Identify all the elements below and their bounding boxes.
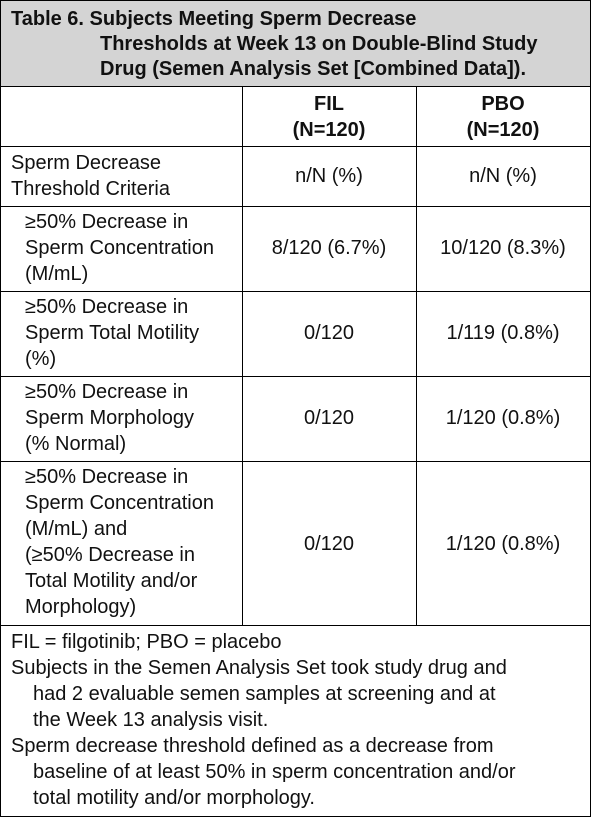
- row-label-line: ≥50% Decrease in: [25, 466, 189, 488]
- row-divider: [1, 625, 590, 626]
- column-divider: [416, 87, 417, 625]
- row-label-line: (M/mL): [25, 263, 89, 285]
- fil-value: 8/120 (6.7%): [271, 237, 387, 259]
- table-title-line: Table 6. Subjects Meeting Sperm Decrease: [11, 8, 417, 30]
- row-label-line: Sperm Total Motility: [25, 322, 200, 344]
- row-divider: [1, 206, 590, 207]
- fil-value: 0/120: [303, 322, 355, 344]
- footnote-line: had 2 evaluable semen samples at screeni…: [33, 683, 496, 705]
- table-title-line: Drug (Semen Analysis Set [Combined Data]…: [100, 58, 526, 80]
- row-label-line: (% Normal): [25, 433, 127, 455]
- column-header-name: PBO: [481, 93, 525, 115]
- row-divider: [1, 146, 590, 147]
- row-label-line: (%): [25, 348, 57, 370]
- column-header-pbo: PBO (N=120): [416, 91, 590, 143]
- column-header-n: (N=120): [466, 119, 540, 141]
- row-label: Sperm Decrease Threshold Criteria: [11, 150, 170, 202]
- row-divider: [1, 376, 590, 377]
- pbo-value: n/N (%): [469, 165, 537, 187]
- footnote-line: Sperm decrease threshold defined as a de…: [11, 735, 494, 757]
- row-label-line: ≥50% Decrease in: [25, 211, 189, 233]
- row-label: ≥50% Decrease in Sperm Concentration (M/…: [25, 464, 214, 620]
- row-label-line: Sperm Concentration: [25, 237, 214, 259]
- row-label: ≥50% Decrease in Sperm Morphology (% Nor…: [25, 379, 194, 457]
- pbo-value: 1/120 (0.8%): [445, 533, 561, 555]
- footnote-abbreviations: FIL = filgotinib; PBO = placebo: [11, 631, 282, 653]
- footnote-line: Subjects in the Semen Analysis Set took …: [11, 657, 507, 679]
- column-divider: [242, 87, 243, 625]
- column-header-name: FIL: [314, 93, 344, 115]
- table-title: Table 6. Subjects Meeting Sperm Decrease…: [1, 1, 590, 87]
- row-divider: [1, 291, 590, 292]
- pbo-value: 10/120 (8.3%): [440, 237, 566, 259]
- column-header-fil: FIL (N=120): [242, 91, 416, 143]
- footnote-line: the Week 13 analysis visit.: [33, 709, 269, 731]
- pbo-value: 1/120 (0.8%): [445, 407, 561, 429]
- table-title-line: Thresholds at Week 13 on Double-Blind St…: [100, 33, 538, 55]
- row-label-line: Sperm Concentration: [25, 492, 214, 514]
- row-label-line: Threshold Criteria: [11, 178, 170, 200]
- row-label-line: ≥50% Decrease in: [25, 296, 189, 318]
- table-footnotes: FIL = filgotinib; PBO = placebo Subjects…: [1, 626, 590, 811]
- row-label-line: Morphology): [25, 596, 137, 618]
- row-label: ≥50% Decrease in Sperm Concentration (M/…: [25, 209, 214, 287]
- row-label-line: ≥50% Decrease in: [25, 381, 189, 403]
- row-label-line: Sperm Morphology: [25, 407, 194, 429]
- row-label-line: (≥50% Decrease in: [25, 544, 195, 566]
- pbo-value: 1/119 (0.8%): [446, 322, 560, 344]
- fil-value: 0/120: [303, 533, 355, 555]
- row-label-line: (M/mL) and: [25, 518, 128, 540]
- fil-value: n/N (%): [295, 165, 363, 187]
- row-label-line: Sperm Decrease: [11, 152, 162, 174]
- footnote-line: total motility and/or morphology.: [33, 787, 315, 809]
- row-label-line: Total Motility and/or: [25, 570, 198, 592]
- column-header-n: (N=120): [292, 119, 366, 141]
- row-label: ≥50% Decrease in Sperm Total Motility (%…: [25, 294, 199, 372]
- fil-value: 0/120: [303, 407, 355, 429]
- footnote-line: baseline of at least 50% in sperm concen…: [33, 761, 516, 783]
- row-divider: [1, 461, 590, 462]
